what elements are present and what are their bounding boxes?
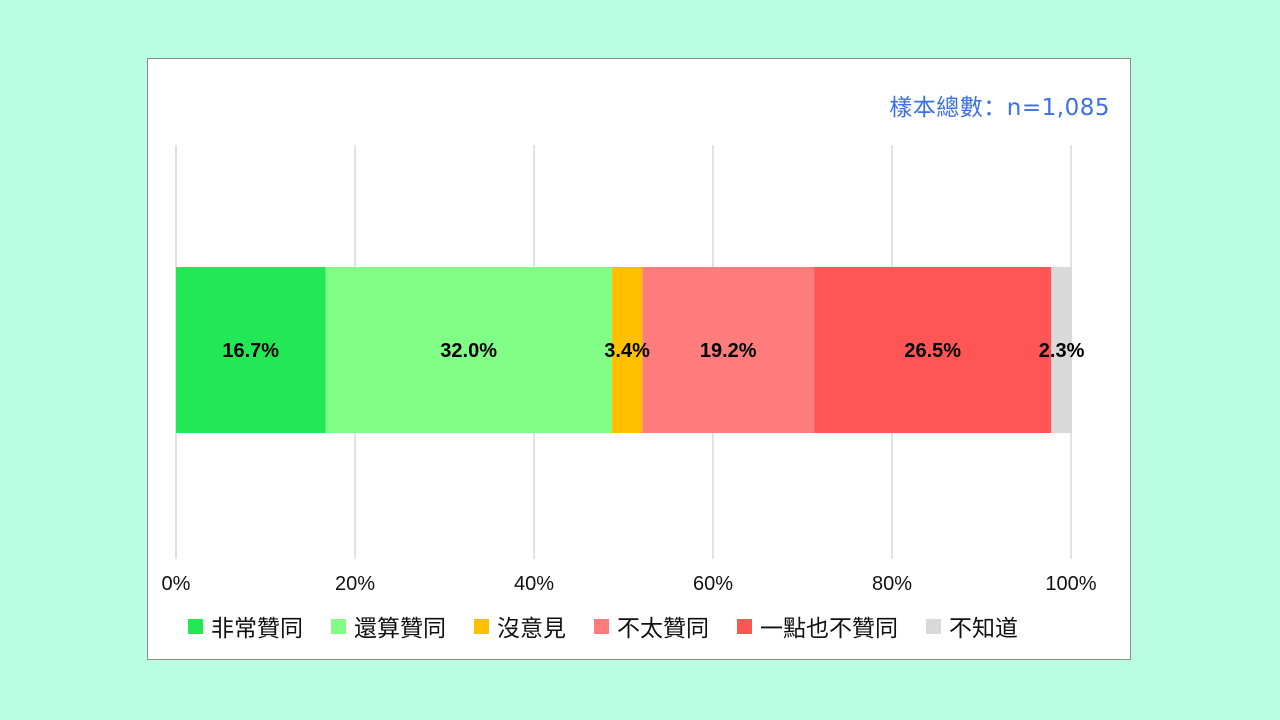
data-label: 16.7% (222, 340, 279, 362)
bar-segment (1051, 267, 1072, 433)
x-tick-label: 60% (693, 573, 733, 595)
legend-item: 沒意見 (474, 609, 566, 643)
legend-item: 不知道 (926, 609, 1018, 643)
x-tick-label: 40% (514, 573, 554, 595)
legend-swatch (737, 618, 752, 634)
legend-label: 不太贊同 (617, 616, 709, 642)
x-tick-label: 100% (1045, 573, 1096, 595)
legend-item: 不太贊同 (594, 609, 709, 643)
sample-size-note: 樣本總數：n=1,085 (889, 95, 1110, 121)
x-tick-label: 20% (335, 573, 375, 595)
chart-panel: 樣本總數：n=1,085 16.7% 32.0% 3.4% 19.2% 26.5% 2.3… (147, 58, 1131, 660)
x-tick-label: 80% (872, 573, 912, 595)
legend-swatch (331, 618, 346, 634)
legend-swatch (188, 618, 203, 634)
legend-item: 非常贊同 (188, 609, 303, 643)
x-axis-ticks: 0% 20% 40% 60% 80% 100% (162, 573, 1097, 595)
data-label: 2.3% (1039, 340, 1085, 362)
legend-swatch (926, 618, 941, 634)
legend-item: 一點也不贊同 (737, 609, 898, 643)
bar-segment (611, 267, 643, 433)
bar-segment (176, 267, 326, 433)
bar-segment (814, 267, 1052, 433)
legend-label: 非常贊同 (211, 616, 303, 642)
legend-swatch (594, 618, 609, 634)
x-tick-label: 0% (162, 573, 191, 595)
legend-item: 還算贊同 (331, 609, 446, 643)
legend: 非常贊同 還算贊同 沒意見 不太贊同 一點也不贊同 不知道 (188, 609, 1018, 643)
stacked-bar-chart: 16.7% 32.0% 3.4% 19.2% 26.5% 2.3% 0% 20% 40% 60%… (162, 145, 1097, 595)
data-label: 26.5% (904, 340, 961, 362)
data-labels: 16.7% 32.0% 3.4% 19.2% 26.5% 2.3% (222, 340, 1084, 362)
legend-label: 沒意見 (497, 616, 566, 642)
legend-label: 不知道 (949, 616, 1018, 642)
legend-swatch (474, 618, 489, 634)
data-label: 32.0% (440, 340, 497, 362)
legend-label: 一點也不贊同 (760, 616, 898, 642)
bar-segment (325, 267, 612, 433)
data-label: 3.4% (604, 340, 650, 362)
data-label: 19.2% (700, 340, 757, 362)
bar-segment (642, 267, 815, 433)
legend-label: 還算贊同 (354, 616, 446, 642)
bar-segments (176, 267, 1072, 433)
